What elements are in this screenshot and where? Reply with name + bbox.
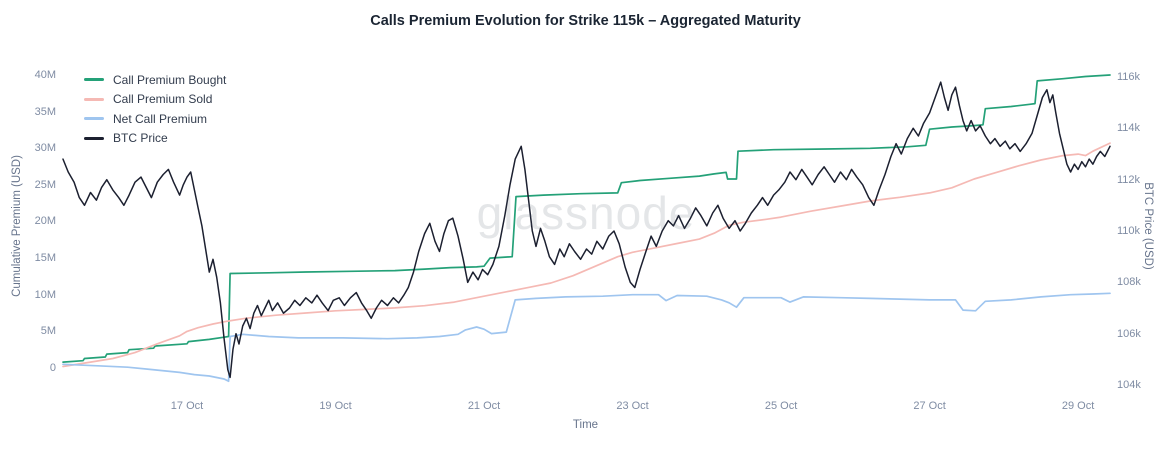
y-tick-right: 112k [1117, 173, 1141, 186]
y-axis-label-left: Cumulative Premium (USD) [11, 155, 23, 297]
page-title: Calls Premium Evolution for Strike 115k … [370, 13, 801, 29]
legend-label: Net Call Premium [113, 111, 208, 126]
y-tick-left: 35M [34, 105, 56, 118]
legend-item-btc-price[interactable]: BTC Price [84, 129, 226, 149]
x-tick: 29 Oct [1061, 400, 1095, 412]
x-tick: 19 Oct [319, 400, 352, 412]
legend-label: BTC Price [113, 131, 168, 146]
legend-swatch-pink [84, 97, 104, 101]
legend-swatch-blue [84, 117, 104, 121]
legend-swatch-green [84, 78, 104, 82]
y-tick-left: 20M [34, 215, 56, 228]
series-line-call-premium-sold [62, 142, 1111, 368]
x-tick: 25 Oct [764, 400, 798, 412]
legend-item-call-premium-bought[interactable]: Call Premium Bought [84, 70, 226, 90]
y-axis-label-right: BTC Price (USD) [1142, 182, 1154, 270]
y-tick-right: 116k [1117, 70, 1141, 83]
y-tick-left: 0 [49, 361, 56, 374]
legend-item-net-call-premium[interactable]: Net Call Premium [84, 109, 226, 129]
y-tick-left: 25M [34, 178, 56, 191]
x-axis-label: Time [572, 419, 599, 431]
legend-swatch-black [84, 136, 104, 140]
y-tick-left: 15M [34, 252, 56, 265]
series-line-btc-price [62, 81, 1111, 379]
x-tick: 27 Oct [913, 400, 946, 412]
legend-label: Call Premium Sold [113, 92, 213, 107]
y-tick-left: 40M [34, 69, 56, 81]
y-tick-left: 10M [34, 288, 56, 301]
y-tick-left: 5M [40, 325, 56, 338]
y-tick-right: 108k [1117, 276, 1141, 289]
x-tick: 21 Oct [467, 400, 501, 412]
legend: Call Premium Bought Call Premium Sold Ne… [84, 70, 226, 148]
y-tick-right: 114k [1117, 122, 1141, 135]
y-tick-right: 104k [1117, 379, 1141, 392]
y-tick-left: 30M [34, 142, 56, 155]
series-line-net-call-premium [62, 292, 1111, 383]
legend-item-call-premium-sold[interactable]: Call Premium Sold [84, 90, 226, 110]
x-tick: 17 Oct [170, 400, 204, 412]
legend-label: Call Premium Bought [113, 72, 227, 87]
y-tick-right: 110k [1117, 225, 1141, 237]
x-tick: 23 Oct [616, 400, 649, 412]
y-tick-right: 106k [1117, 327, 1141, 340]
